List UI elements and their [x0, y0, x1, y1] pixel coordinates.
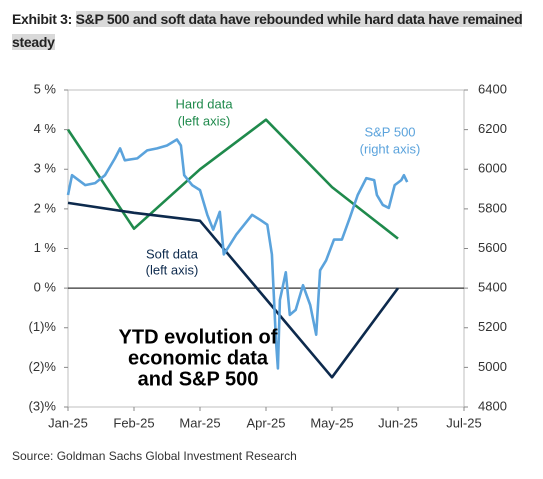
y2-tick-label: 6400: [478, 81, 507, 96]
annotation: (right axis): [360, 141, 421, 156]
annotation: YTD evolution of: [119, 326, 278, 348]
y-tick-label: 5 %: [34, 81, 57, 96]
annotation: and S&P 500: [138, 368, 259, 390]
title-block: Exhibit 3: S&P 500 and soft data have re…: [12, 8, 532, 54]
x-tick-label: Jun-25: [378, 415, 418, 430]
annotation: economic data: [128, 347, 269, 369]
title-prefix: Exhibit 3:: [12, 11, 73, 27]
annotation: S&P 500: [364, 124, 415, 139]
y2-tick-label: 6200: [478, 121, 507, 136]
y2-tick-label: 6000: [478, 161, 507, 176]
y-tick-label: 0 %: [34, 280, 57, 295]
y-tick-label: (1)%: [29, 319, 57, 334]
y2-tick-label: 5800: [478, 200, 507, 215]
y2-tick-label: 5600: [478, 240, 507, 255]
y-tick-label: (3)%: [29, 398, 57, 413]
y-tick-label: 2 %: [34, 200, 57, 215]
y2-tick-label: 5200: [478, 319, 507, 334]
x-tick-label: Jan-25: [48, 415, 88, 430]
series-line: [67, 201, 400, 379]
annotation: Hard data: [175, 96, 233, 111]
y2-tick-label: 4800: [478, 398, 507, 413]
y2-tick-label: 5000: [478, 359, 507, 374]
y-tick-label: (2)%: [29, 359, 57, 374]
annotation: (left axis): [178, 113, 231, 128]
x-tick-label: Jul-25: [446, 415, 481, 430]
x-tick-label: Mar-25: [179, 415, 220, 430]
y-tick-label: 3 %: [34, 161, 57, 176]
annotation: (left axis): [146, 262, 199, 277]
y-tick-label: 4 %: [34, 121, 57, 136]
x-tick-label: Apr-25: [246, 415, 285, 430]
y2-tick-label: 5400: [478, 280, 507, 295]
annotation: Soft data: [146, 246, 199, 261]
x-tick-label: May-25: [310, 415, 353, 430]
source: Source: Goldman Sachs Global Investment …: [12, 449, 297, 463]
y-tick-label: 1 %: [34, 240, 57, 255]
x-tick-label: Feb-25: [113, 415, 154, 430]
series-line: [66, 138, 409, 370]
